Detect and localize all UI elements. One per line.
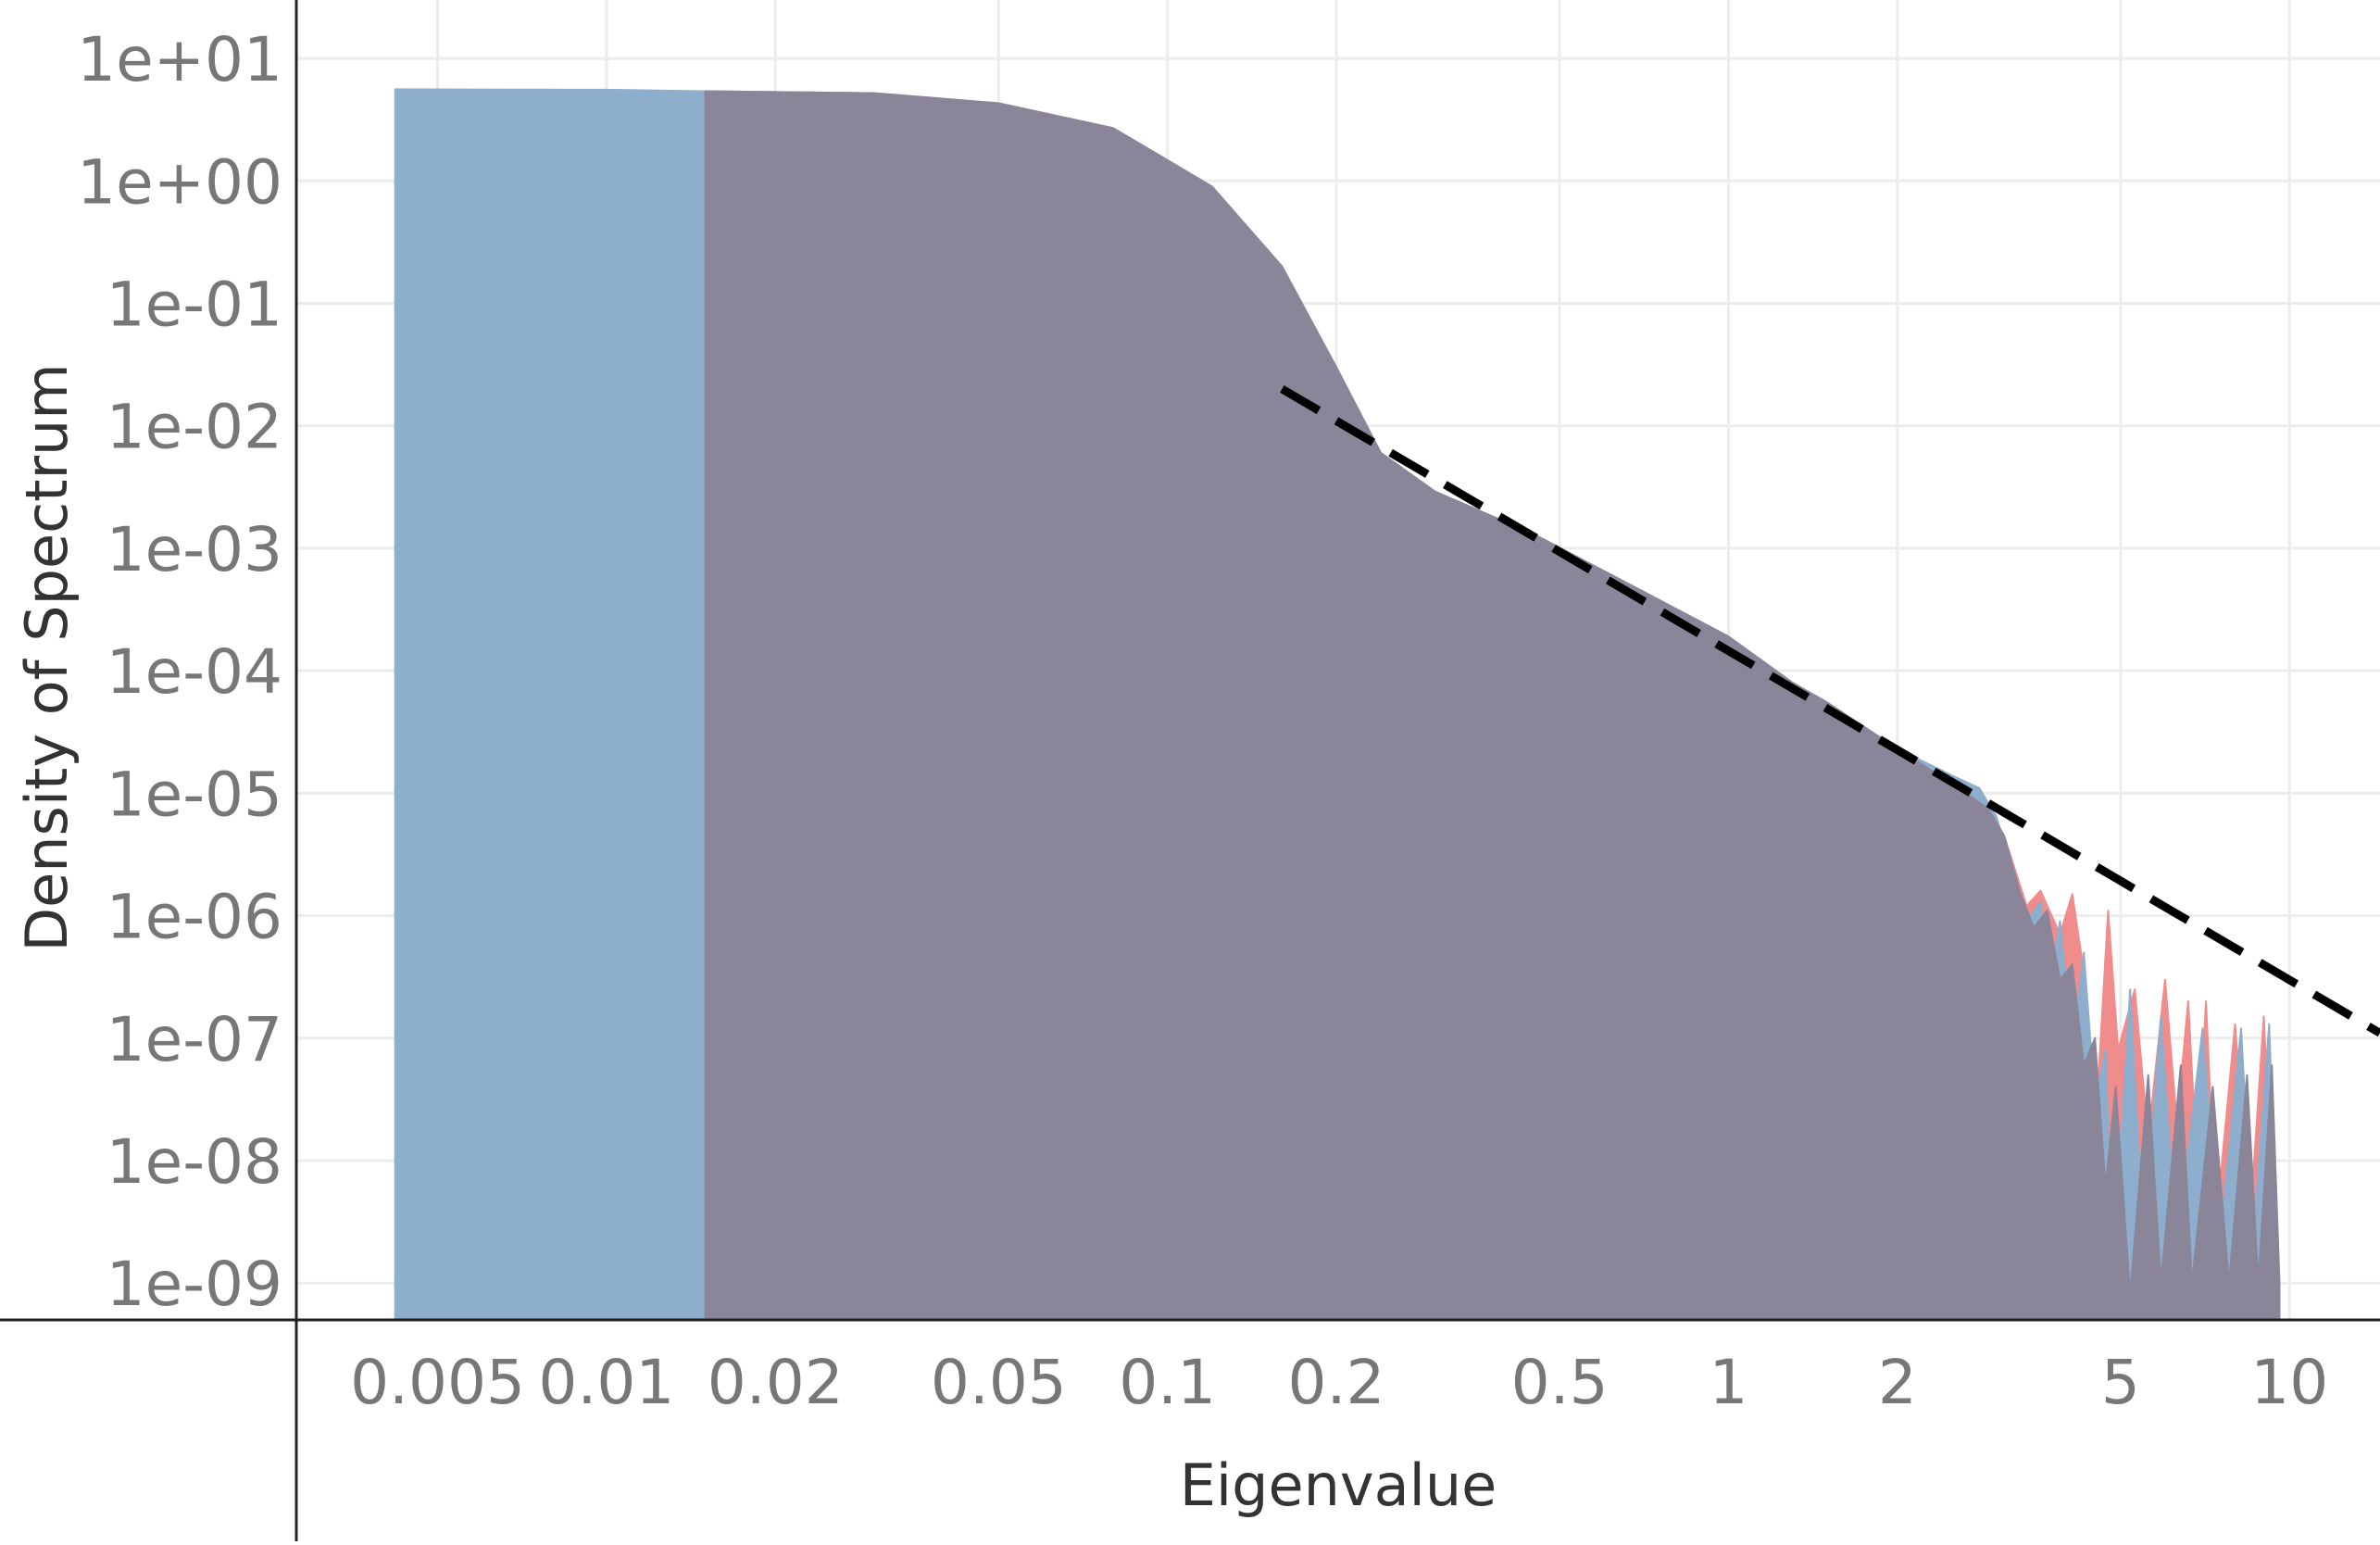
x-axis-label: Eigenvalue (1180, 1451, 1497, 1519)
y-tick-label: 1e+00 (77, 146, 282, 218)
reference-line (1280, 385, 2380, 1037)
y-tick-label: 1e-05 (106, 759, 282, 830)
x-tick-labels: 0.005 0.01 0.02 0.05 0.1 0.2 0.5 1 2 5 10 (350, 1347, 2328, 1418)
y-tick-label: 1e-01 (106, 270, 282, 341)
y-axis-label: Density of Spectrum (13, 363, 81, 951)
x-tick-label: 0.01 (538, 1347, 674, 1418)
y-tick-label: 1e-09 (106, 1249, 282, 1320)
y-tick-label: 1e-06 (106, 882, 282, 953)
x-tick-label: 0.02 (708, 1347, 844, 1418)
y-tick-label: 1e-04 (106, 636, 282, 708)
x-tick-label: 0.05 (931, 1347, 1067, 1418)
x-tick-label: 0.005 (350, 1347, 525, 1418)
x-tick-label: 10 (2250, 1347, 2328, 1418)
series-area-3 (704, 90, 2281, 1321)
x-tick-label: 0.1 (1119, 1347, 1216, 1418)
x-tick-label: 0.2 (1288, 1347, 1385, 1418)
x-tick-label: 0.5 (1511, 1347, 1609, 1418)
x-tick-label: 2 (1878, 1347, 1917, 1418)
y-tick-label: 1e+01 (77, 24, 282, 95)
y-tick-label: 1e-03 (106, 514, 282, 585)
reference-dashed-line (1280, 385, 2380, 1037)
x-tick-label: 1 (1709, 1347, 1747, 1418)
y-tick-label: 1e-08 (106, 1126, 282, 1198)
series-areas (394, 88, 2281, 1321)
y-tick-label: 1e-02 (106, 392, 282, 463)
y-tick-labels: 1e+01 1e+00 1e-01 1e-02 1e-03 1e-04 1e-05 1e-06… (77, 24, 282, 1320)
y-tick-label: 1e-07 (106, 1004, 282, 1075)
x-tick-label: 5 (2101, 1347, 2140, 1418)
